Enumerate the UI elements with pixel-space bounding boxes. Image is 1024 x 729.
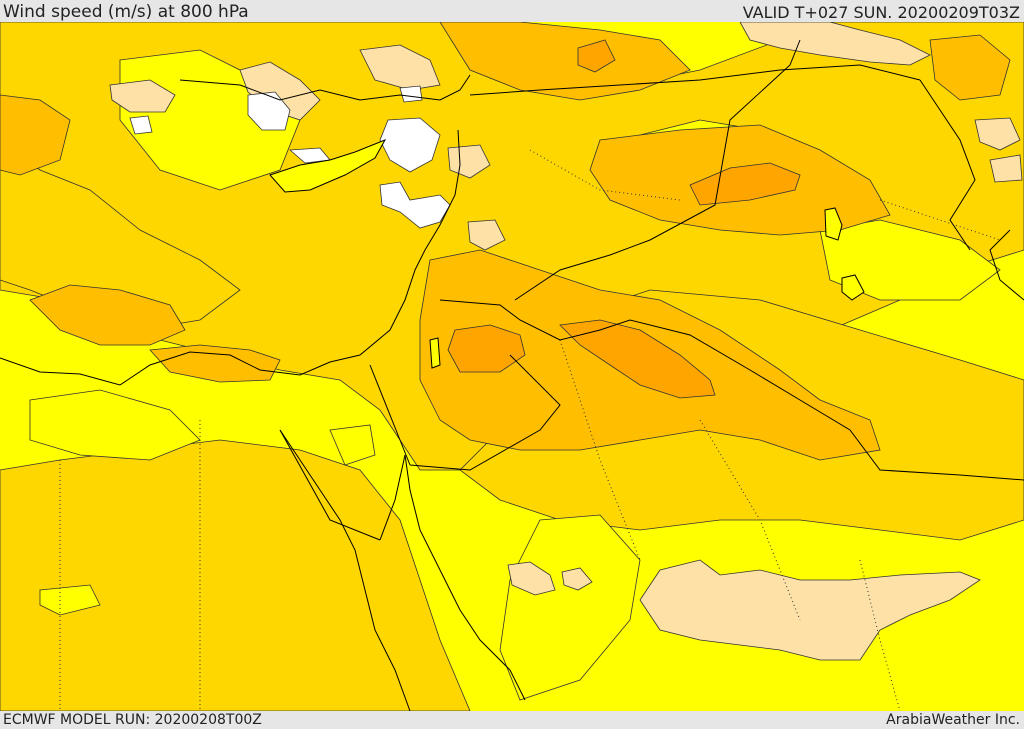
mid-wind-region-west [0,139,241,331]
lake-east-2 [841,274,865,301]
header-bar: Wind speed (m/s) at 800 hPa VALID T+027 … [0,0,1024,22]
max-wind-core-west [447,324,526,373]
low-wind-pocket-2 [29,389,201,461]
high-wind-region-west [29,284,186,346]
max-wind-core-central [559,319,716,399]
high-wind-region-far-northeast [929,34,1011,101]
internal-borders [59,149,1001,711]
iraq-syria-border [514,39,801,301]
gulf-of-suez [279,429,381,541]
calm-area-white-3 [379,181,451,229]
calm-area-far-east [989,154,1023,183]
high-wind-region-far-west [0,94,71,176]
map-title: Wind speed (m/s) at 800 hPa [3,2,249,22]
low-wind-pocket-6 [39,584,101,616]
calm-area-south-2 [561,567,593,591]
calm-area-north-east [739,22,931,66]
cyprus-island [269,139,387,193]
red-sea-east-coast [404,454,526,701]
calm-area-levant [447,144,491,179]
gulf-of-aqaba [379,454,406,541]
egypt-sudan-border [369,364,411,466]
brand-label: ArabiaWeather Inc. [886,712,1020,728]
calm-area-white-5 [129,115,153,135]
calm-area-south-east [639,559,981,661]
valid-time: VALID T+027 SUN. 20200209T03Z [742,3,1020,22]
calm-area-east-edge [974,117,1021,151]
dead-sea [429,337,441,369]
borders-layer [0,39,1024,711]
max-wind-core-north [577,39,616,73]
low-wind-pocket-7 [499,514,641,701]
high-wind-region-north [439,22,691,101]
turkey-syria-border [469,64,921,96]
lake-east-1 [824,207,843,241]
calm-area-west [109,79,176,113]
calm-area-levant-2 [467,219,506,251]
calm-area-south-1 [507,561,556,596]
calm-area-white-6 [399,85,423,103]
saudi-jordan-border [409,354,561,471]
calm-area-white-1 [247,91,291,131]
low-wind-pocket-3 [819,219,1001,301]
jordan-border [439,299,1024,481]
anatolia-coast [179,74,471,101]
footer-bar: ECMWF MODEL RUN: 20200208T00Z ArabiaWeat… [0,711,1024,729]
red-sea-west-coast [279,429,411,711]
calm-area-north-central [359,44,441,91]
wind-speed-map [0,22,1024,711]
map-canvas [0,22,1024,711]
low-wind-pocket-5 [329,424,376,466]
model-run-label: ECMWF MODEL RUN: 20200208T00Z [3,712,262,728]
max-wind-core-east [689,162,801,206]
mediterranean-coast [0,129,461,386]
iran-border [919,79,976,251]
persian-gulf-coast [989,229,1024,301]
